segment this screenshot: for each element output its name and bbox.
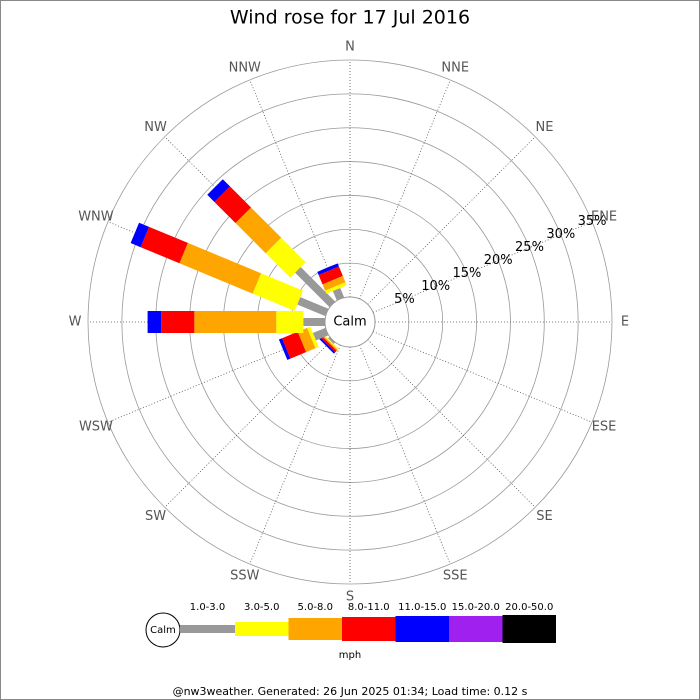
bar-segment [140, 226, 188, 264]
bar-segment [318, 336, 336, 354]
spoke [359, 79, 451, 300]
direction-label: SSE [443, 569, 468, 584]
bar-segment [214, 186, 252, 224]
spoke [367, 339, 536, 508]
spoke [164, 339, 333, 508]
legend-label: 11.0-15.0 [398, 602, 446, 613]
bar-segment [322, 275, 346, 291]
direction-label: ESE [592, 420, 617, 435]
footer: @nw3weather. Generated: 26 Jun 2025 01:3… [173, 685, 528, 698]
legend-swatch [502, 615, 556, 643]
spoke [249, 79, 341, 300]
direction-label: ENE [591, 209, 617, 224]
bar-segment [194, 311, 277, 333]
direction-label: N [345, 40, 355, 55]
direction-label: WNW [78, 209, 114, 224]
bar-segment [147, 311, 162, 333]
r-tick-label: 5% [394, 292, 415, 307]
legend-label: 3.0-5.0 [244, 602, 279, 613]
bar-segment [328, 336, 336, 344]
direction-label: SE [536, 509, 552, 524]
bar-segment [322, 333, 339, 350]
legend-swatch [342, 617, 396, 641]
bar-segment [252, 273, 303, 311]
bar-segment [179, 242, 262, 294]
direction-label: WSW [79, 420, 113, 435]
bar-segment [332, 287, 345, 301]
legend-swatch [180, 625, 235, 633]
direction-label: NW [144, 120, 167, 135]
bar-segment [318, 266, 343, 285]
bar-segment [295, 267, 336, 308]
legend-swatch [449, 616, 503, 642]
bar-segment [130, 222, 150, 248]
bar-segment [312, 327, 329, 341]
direction-label: NE [535, 120, 553, 135]
chart-title: Wind rose for 17 Jul 2016 [230, 7, 470, 29]
bar-segment [303, 318, 325, 326]
r-tick-label: 25% [515, 240, 544, 255]
direction-label: S [346, 590, 354, 605]
spoke [359, 344, 451, 565]
direction-label: NNE [441, 60, 469, 75]
legend-label: 20.0-50.0 [505, 602, 553, 613]
grid-ring [87, 59, 613, 585]
direction-label: SW [145, 509, 166, 524]
spoke [249, 344, 341, 565]
bar-segment [282, 331, 307, 359]
direction-label: NNW [229, 60, 261, 75]
legend-label: 5.0-8.0 [298, 602, 333, 613]
legend-swatch [288, 618, 342, 640]
bar-segment [297, 327, 316, 353]
direction-label: W [69, 315, 82, 330]
spoke [372, 221, 593, 313]
spoke [367, 136, 536, 305]
bar-segment [317, 263, 339, 275]
bar-segment [319, 335, 337, 353]
bar-segment [321, 334, 338, 351]
r-tick-label: 20% [484, 253, 513, 268]
unit-label: mph [339, 650, 361, 661]
bar-segment [297, 297, 329, 317]
r-tick-label: 10% [421, 279, 450, 294]
legend-label: 8.0-11.0 [348, 602, 390, 613]
legend-swatch [235, 622, 289, 636]
legend-swatch [395, 616, 449, 642]
direction-label: SSW [230, 569, 260, 584]
r-tick-label: 35% [578, 214, 607, 229]
bar-segment [278, 338, 291, 360]
bar-segment [161, 311, 195, 333]
bar-segment [235, 207, 282, 254]
legend-label: 15.0-20.0 [452, 602, 500, 613]
legend-label: 1.0-3.0 [190, 602, 225, 613]
bar-segment [265, 237, 306, 278]
r-tick-label: 15% [452, 266, 481, 281]
calm-label: Calm [333, 315, 366, 330]
r-tick-label: 30% [546, 227, 575, 242]
spoke [372, 331, 593, 423]
bar-segment [325, 282, 347, 294]
grid-ring [121, 93, 579, 551]
bar-segment [307, 326, 319, 349]
legend-calm-label: Calm [150, 625, 176, 636]
bar-segment [207, 179, 230, 202]
bar-segment [276, 311, 304, 333]
direction-label: E [621, 315, 629, 330]
